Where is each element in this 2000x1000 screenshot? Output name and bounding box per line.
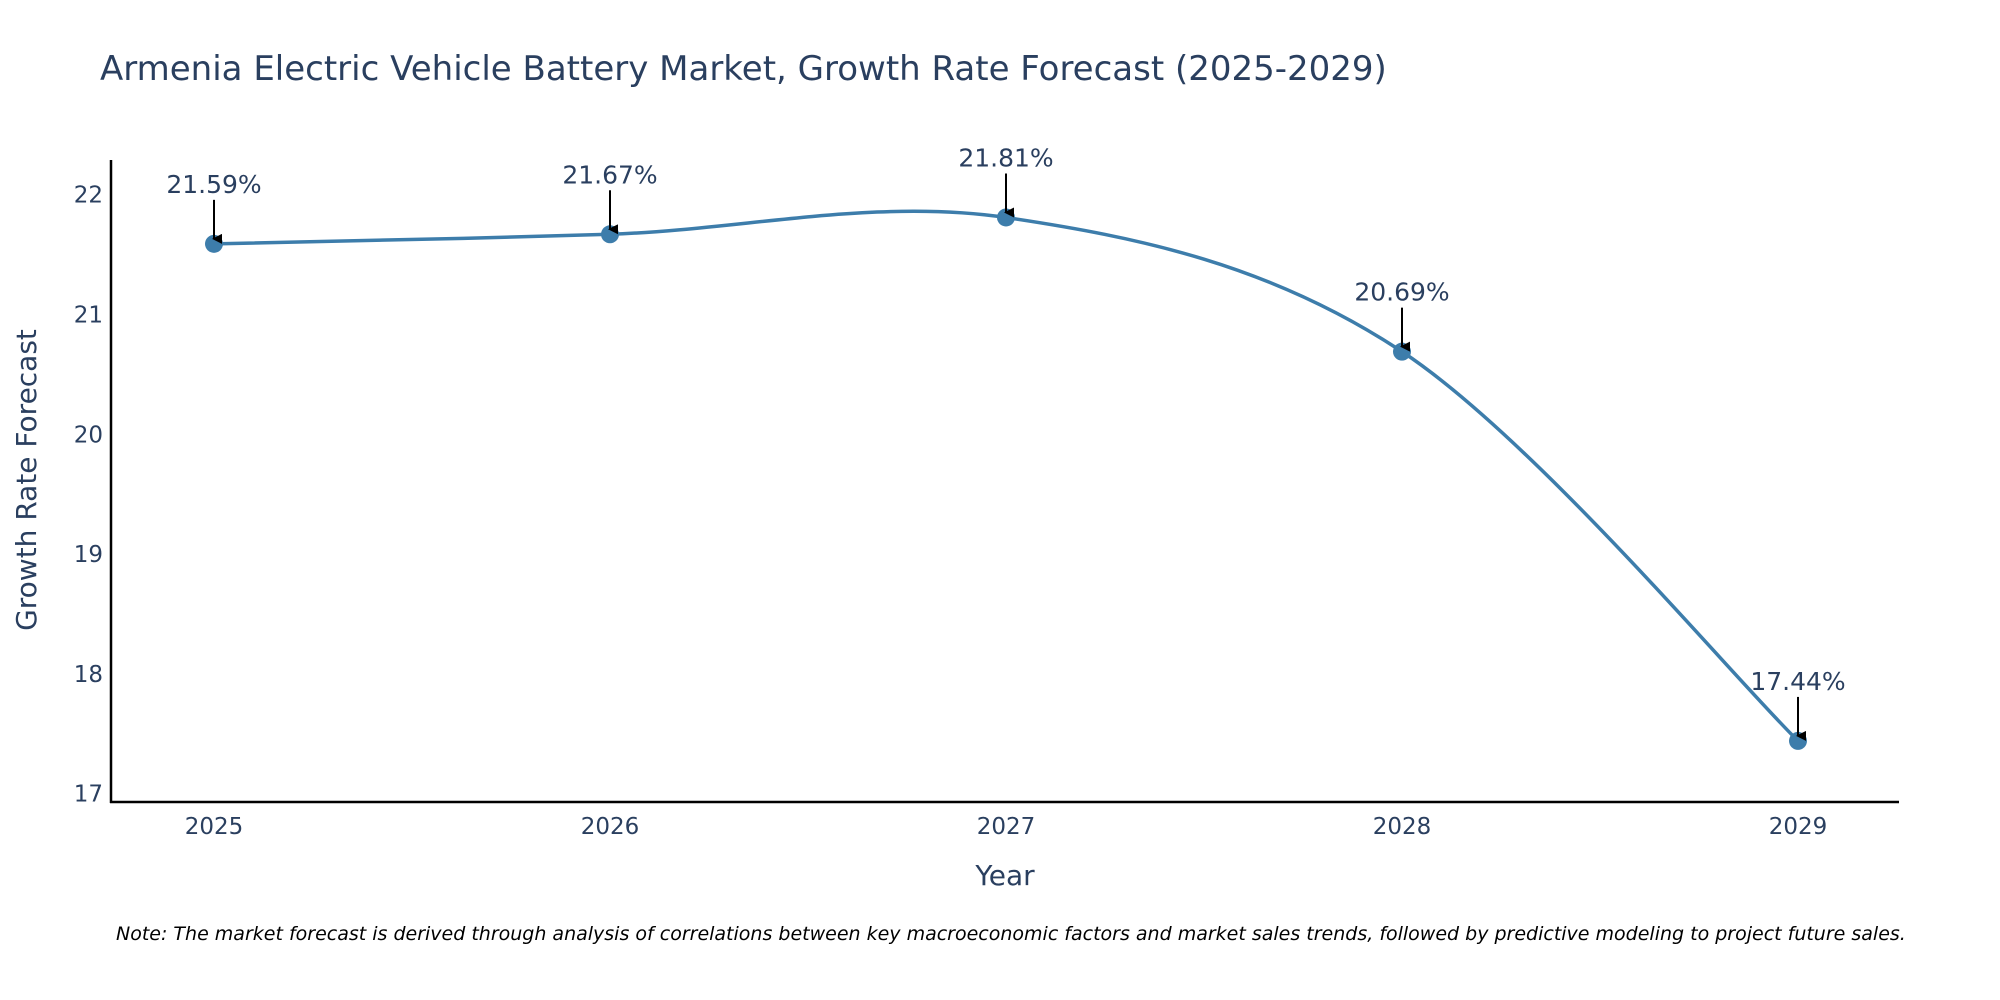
annotations: 21.59% 21.67% 21.81% 20.69% 17.44% (166, 143, 1846, 741)
x-tick-label: 2026 (581, 814, 640, 840)
data-label: 17.44% (1750, 667, 1845, 696)
data-label: 21.59% (166, 170, 261, 199)
y-tick-label: 17 (74, 782, 103, 808)
y-axis-title: Growth Rate Forecast (10, 329, 43, 631)
data-label: 21.67% (562, 160, 657, 189)
x-tick-label: 2028 (1373, 814, 1432, 840)
y-tick-label: 22 (74, 183, 103, 209)
data-label: 20.69% (1354, 278, 1449, 307)
footnote: Note: The market forecast is derived thr… (116, 923, 1906, 945)
axes (109, 160, 1899, 804)
x-tick-label: 2029 (1769, 814, 1828, 840)
y-ticks: 17 18 19 20 21 22 (74, 183, 103, 808)
y-tick-label: 18 (74, 662, 103, 688)
data-label: 21.81% (958, 143, 1053, 172)
markers (205, 208, 1807, 750)
x-tick-label: 2027 (977, 814, 1036, 840)
series-line (213, 209, 1800, 743)
x-ticks: 2025 2026 2027 2028 2029 (185, 814, 1828, 840)
y-tick-label: 19 (74, 542, 103, 568)
x-axis-title: Year (974, 859, 1035, 892)
x-tick-label: 2025 (185, 814, 244, 840)
y-tick-label: 20 (74, 422, 103, 448)
chart-title: Armenia Electric Vehicle Battery Market,… (100, 49, 1387, 89)
y-tick-label: 21 (74, 303, 103, 329)
